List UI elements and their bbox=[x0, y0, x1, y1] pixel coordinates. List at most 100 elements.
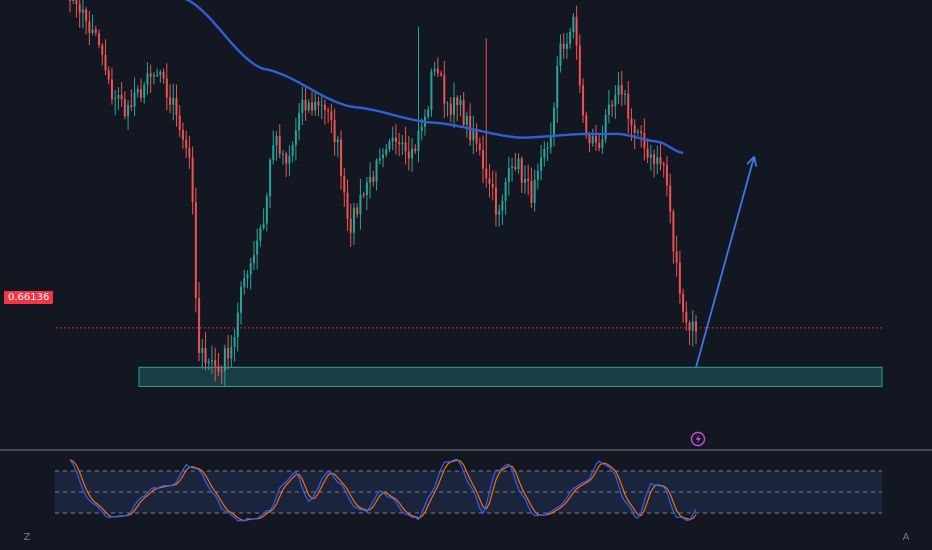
candle bbox=[365, 176, 368, 211]
candle bbox=[243, 269, 246, 295]
candle bbox=[669, 173, 672, 224]
candle bbox=[336, 136, 339, 158]
stochastic-k-line bbox=[69, 458, 697, 522]
candle bbox=[530, 167, 533, 208]
candle bbox=[188, 135, 191, 169]
candle bbox=[178, 105, 181, 138]
candle bbox=[624, 89, 627, 106]
candle bbox=[549, 122, 552, 154]
candle bbox=[285, 151, 288, 178]
candle bbox=[110, 67, 113, 105]
price-tag: 0.66136 bbox=[4, 291, 54, 304]
candle bbox=[385, 143, 388, 158]
candle bbox=[314, 91, 317, 116]
candle bbox=[291, 141, 294, 163]
candle bbox=[252, 241, 255, 270]
candle bbox=[527, 164, 530, 196]
candle bbox=[198, 282, 201, 362]
candle bbox=[401, 134, 404, 155]
candle bbox=[227, 334, 230, 370]
candle bbox=[440, 70, 443, 77]
candle bbox=[572, 13, 575, 39]
candle bbox=[478, 137, 481, 156]
candle bbox=[369, 162, 372, 199]
candle bbox=[394, 124, 397, 155]
candle bbox=[653, 149, 656, 178]
candle bbox=[123, 91, 126, 120]
candle bbox=[620, 70, 623, 107]
candle bbox=[381, 148, 385, 168]
candle bbox=[436, 57, 439, 78]
candle bbox=[514, 152, 517, 172]
candle bbox=[256, 228, 259, 270]
candle bbox=[101, 42, 104, 66]
candle bbox=[207, 358, 210, 371]
candle bbox=[311, 91, 314, 116]
candle bbox=[675, 235, 678, 277]
candle bbox=[210, 345, 213, 374]
candle bbox=[343, 167, 346, 207]
candle bbox=[688, 320, 691, 345]
candle bbox=[185, 130, 188, 159]
candle bbox=[304, 87, 307, 121]
candle bbox=[482, 135, 485, 184]
candle bbox=[107, 66, 110, 85]
candle bbox=[265, 192, 268, 232]
projection-arrow[interactable] bbox=[695, 155, 758, 368]
candle bbox=[162, 68, 165, 84]
candle bbox=[449, 97, 452, 123]
corner-button-left[interactable]: Z bbox=[21, 531, 33, 545]
candle bbox=[459, 95, 462, 117]
candle bbox=[275, 131, 278, 161]
candle bbox=[223, 344, 226, 387]
candle bbox=[604, 108, 607, 144]
candle bbox=[356, 203, 359, 218]
candle bbox=[662, 161, 665, 178]
candle bbox=[488, 164, 491, 198]
lightning-icon[interactable] bbox=[690, 431, 706, 447]
candle bbox=[204, 331, 207, 371]
candle bbox=[117, 87, 120, 111]
candle bbox=[607, 89, 610, 124]
candle bbox=[417, 26, 420, 163]
candle bbox=[601, 125, 604, 154]
candle bbox=[540, 144, 543, 181]
candle bbox=[452, 82, 455, 129]
candle bbox=[88, 10, 91, 46]
candle bbox=[327, 107, 330, 124]
candle bbox=[130, 89, 133, 111]
candle bbox=[317, 96, 320, 117]
candle bbox=[575, 5, 578, 60]
candle bbox=[430, 68, 433, 117]
candle bbox=[233, 328, 236, 362]
candle bbox=[398, 132, 401, 157]
corner-button-left-label: Z bbox=[23, 532, 31, 543]
candle bbox=[201, 338, 204, 369]
candle bbox=[246, 270, 249, 289]
candle bbox=[85, 7, 88, 35]
candle bbox=[378, 148, 381, 165]
candle bbox=[72, 0, 75, 4]
corner-button-right[interactable]: A bbox=[900, 531, 912, 545]
candle bbox=[462, 92, 465, 128]
candle bbox=[104, 39, 107, 76]
support-zone[interactable] bbox=[138, 366, 883, 387]
candle bbox=[307, 99, 310, 113]
candle bbox=[649, 144, 652, 171]
candle bbox=[501, 194, 504, 225]
candle bbox=[298, 103, 301, 141]
candle bbox=[272, 130, 275, 165]
candle bbox=[346, 179, 349, 232]
candle bbox=[127, 99, 130, 130]
candle bbox=[278, 124, 281, 159]
candle bbox=[465, 111, 468, 138]
candle bbox=[546, 142, 549, 162]
candle bbox=[75, 0, 78, 18]
candle bbox=[685, 301, 688, 331]
candle bbox=[633, 119, 636, 149]
candle bbox=[217, 352, 220, 376]
candle bbox=[169, 84, 172, 113]
candle bbox=[149, 64, 152, 93]
candle bbox=[627, 81, 630, 134]
